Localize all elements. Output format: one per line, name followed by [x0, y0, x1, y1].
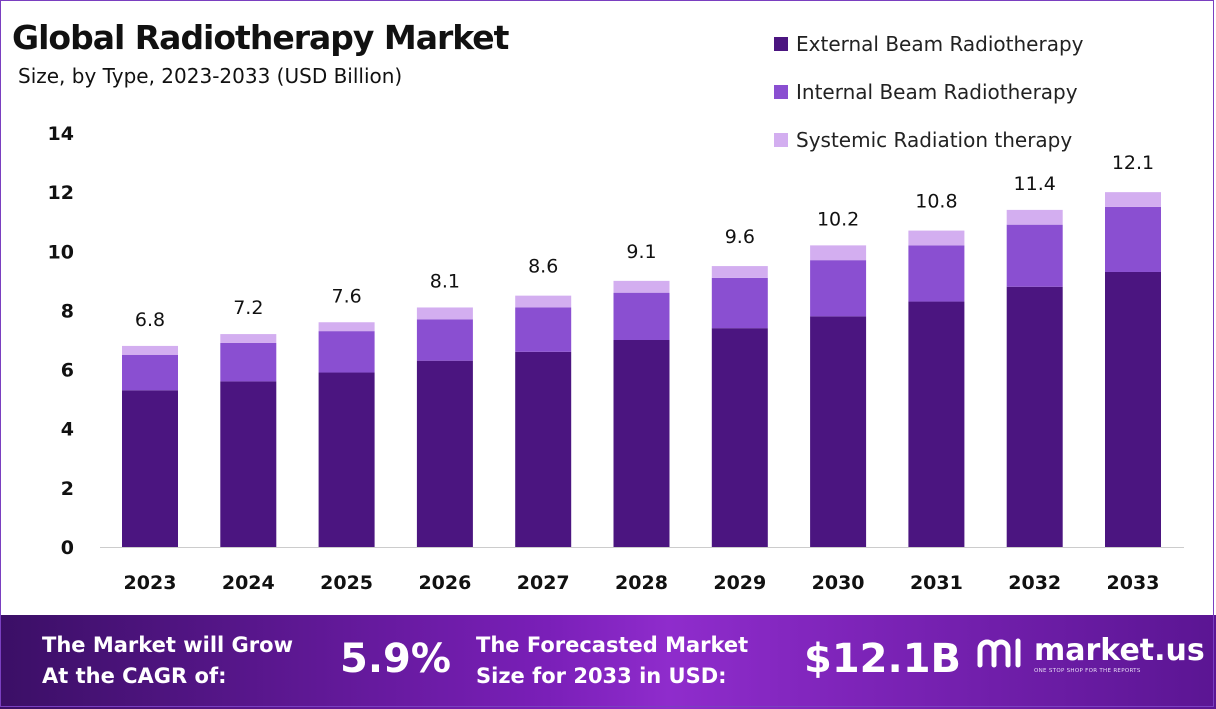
- bar-internal-2023: [122, 354, 178, 391]
- cagr-label: The Market will Grow At the CAGR of:: [42, 633, 293, 688]
- x-tick-label: 2025: [320, 572, 373, 594]
- bar-external-2026: [416, 360, 473, 547]
- bar-systemic-2025: [318, 322, 375, 332]
- y-tick-label: 12: [48, 182, 74, 204]
- forecast-value: $12.1B: [804, 636, 962, 682]
- x-tick-label: 2031: [910, 572, 963, 594]
- x-tick-label: 2023: [124, 572, 177, 594]
- brand-tagline: ONE STOP SHOP FOR THE REPORTS: [1034, 668, 1141, 674]
- bar-external-2023: [122, 390, 178, 547]
- legend-swatch-external: [774, 37, 788, 51]
- x-tick-label: 2026: [418, 572, 471, 594]
- bar-total-label: 12.1: [1112, 152, 1154, 174]
- bar-systemic-2023: [122, 345, 178, 355]
- x-tick-label: 2032: [1008, 572, 1061, 594]
- y-tick-label: 0: [61, 537, 74, 559]
- bar-systemic-2031: [908, 230, 965, 246]
- bar-internal-2029: [711, 277, 768, 329]
- bar-internal-2033: [1105, 206, 1161, 272]
- cagr-value: 5.9%: [340, 636, 451, 682]
- bar-total-label: 10.8: [915, 191, 957, 213]
- y-tick-label: 10: [48, 241, 74, 263]
- chart-legend: External Beam Radiotherapy Internal Beam…: [774, 20, 1084, 164]
- bar-total-label: 11.4: [1014, 173, 1056, 195]
- x-tick-label: 2029: [713, 572, 766, 594]
- y-tick-label: 6: [61, 360, 74, 382]
- bar-systemic-2024: [220, 334, 277, 343]
- x-tick-label: 2028: [615, 572, 668, 594]
- bar-systemic-2032: [1006, 209, 1063, 225]
- y-tick-label: 8: [61, 300, 74, 322]
- bar-systemic-2026: [416, 307, 473, 320]
- bar-systemic-2033: [1105, 192, 1161, 207]
- bar-total-label: 10.2: [817, 208, 859, 230]
- bar-systemic-2029: [711, 266, 768, 278]
- bar-internal-2031: [908, 245, 965, 302]
- bar-internal-2032: [1006, 224, 1063, 287]
- bar-total-label: 8.1: [430, 270, 460, 292]
- bar-internal-2027: [515, 307, 572, 352]
- bar-external-2031: [908, 301, 965, 547]
- bar-systemic-2027: [515, 295, 572, 308]
- bar-total-label: 7.2: [233, 297, 263, 319]
- bar-total-label: 9.6: [725, 226, 755, 248]
- bar-external-2025: [318, 372, 375, 547]
- legend-swatch-internal: [774, 85, 788, 99]
- bar-external-2027: [515, 351, 572, 547]
- x-tick-label: 2024: [222, 572, 275, 594]
- bar-external-2032: [1006, 286, 1063, 547]
- x-tick-label: 2027: [517, 572, 570, 594]
- y-tick-label: 14: [48, 123, 74, 145]
- brand-logo: market.us ONE STOP SHOP FOR THE REPORTS: [976, 635, 1205, 674]
- bar-internal-2024: [220, 342, 277, 382]
- bar-external-2028: [613, 340, 670, 547]
- legend-label-systemic: Systemic Radiation therapy: [796, 128, 1073, 152]
- bar-external-2030: [810, 316, 867, 547]
- chart-subtitle: Size, by Type, 2023-2033 (USD Billion): [18, 64, 403, 88]
- bar-total-label: 6.8: [135, 309, 165, 331]
- footer-banner: The Market will Grow At the CAGR of: 5.9…: [0, 615, 1216, 709]
- legend-item-internal: Internal Beam Radiotherapy: [774, 68, 1084, 116]
- x-tick-label: 2033: [1107, 572, 1160, 594]
- bar-total-label: 7.6: [331, 285, 361, 307]
- y-tick-label: 2: [61, 478, 74, 500]
- stacked-bar-chart: 0 2 4 6 8 10 12 14 6.8 2023 7.2 2024 7.6 2025 8.1 2026 8…: [48, 123, 1184, 594]
- market-us-logo-icon: [977, 638, 1021, 668]
- bar-internal-2026: [416, 319, 473, 361]
- bar-external-2033: [1105, 271, 1161, 547]
- bar-systemic-2028: [613, 280, 670, 293]
- legend-label-external: External Beam Radiotherapy: [796, 32, 1084, 56]
- brand-name: market.us: [1034, 633, 1205, 668]
- bar-external-2029: [711, 328, 768, 547]
- bar-systemic-2030: [810, 245, 867, 261]
- y-tick-label: 4: [61, 419, 74, 441]
- bar-internal-2025: [318, 331, 375, 373]
- bar-external-2024: [220, 381, 277, 547]
- legend-item-systemic: Systemic Radiation therapy: [774, 116, 1084, 164]
- bar-total-label: 8.6: [528, 256, 558, 278]
- legend-item-external: External Beam Radiotherapy: [774, 20, 1084, 68]
- x-tick-label: 2030: [812, 572, 865, 594]
- bar-total-label: 9.1: [626, 241, 656, 263]
- legend-swatch-systemic: [774, 133, 788, 147]
- forecast-label: The Forecasted Market Size for 2033 in U…: [476, 633, 749, 688]
- chart-title: Global Radiotherapy Market: [12, 18, 509, 57]
- bar-internal-2030: [810, 260, 867, 317]
- legend-label-internal: Internal Beam Radiotherapy: [796, 80, 1078, 104]
- bar-internal-2028: [613, 292, 670, 340]
